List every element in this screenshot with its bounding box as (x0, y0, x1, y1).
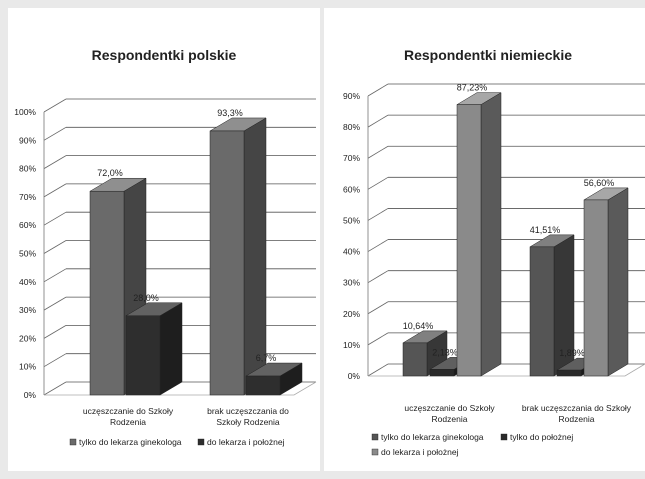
y-tick-label: 50% (19, 249, 36, 259)
y-tick-label: 10% (343, 340, 360, 350)
y-tick-label: 30% (343, 278, 360, 288)
chart-panel-polish: Respondentki polskie 0% 10% 20% 30% 40% 50% 60%… (8, 8, 320, 471)
x-category-label: uczęszczanie do Szkoły (83, 406, 174, 416)
grid-line-side (43, 325, 67, 339)
grid-line-side (43, 240, 67, 254)
bar (529, 246, 555, 377)
y-tick-label: 30% (19, 305, 36, 315)
grid-line-side (43, 353, 67, 368)
legend-label: do lekarza i położnej (381, 447, 459, 457)
legend-label: tylko do lekarza ginekologa (79, 437, 182, 447)
y-tick-label: 60% (19, 220, 36, 230)
grid-line-side (43, 126, 67, 141)
x-category-label: brak uczęszczania do (207, 406, 289, 416)
y-tick-label: 40% (19, 277, 36, 287)
data-label: 2,13% (432, 347, 458, 357)
data-label: 6,7% (256, 353, 277, 363)
x-category-label: Rodzenia (559, 414, 595, 424)
grid-line-side (43, 183, 67, 198)
chart-title: Respondentki niemieckie (404, 47, 572, 63)
x-category-label: uczęszczanie do Szkoły (404, 403, 495, 413)
grid-line-side (367, 270, 389, 284)
grid-line-side (367, 208, 389, 221)
legend-swatch (371, 433, 379, 441)
chart-title: Respondentki polskie (92, 47, 237, 63)
grid-line-side (367, 363, 389, 377)
chart-german: Respondentki niemieckie 0% 10% 20% 30% 40% 50%… (343, 47, 645, 457)
y-tick-label: 70% (343, 153, 360, 163)
grid-line-side (43, 296, 67, 311)
data-label: 87,23% (457, 83, 488, 93)
grid-line-side (43, 211, 67, 226)
y-tick-label: 40% (343, 247, 360, 257)
y-tick-label: 20% (343, 309, 360, 319)
legend-swatch (197, 438, 205, 446)
grid-line-side (367, 239, 389, 252)
y-tick-label: 90% (343, 91, 360, 101)
bar (125, 315, 161, 396)
legend-label: tylko do lekarza ginekologa (381, 432, 484, 442)
bar (456, 104, 482, 377)
y-tick-label: 90% (19, 135, 36, 145)
grid-line-side (43, 268, 67, 283)
data-label: 1,89% (559, 348, 585, 358)
y-tick-label: 50% (343, 215, 360, 225)
legend-label: tylko do położnej (510, 432, 573, 442)
data-label: 56,60% (584, 178, 615, 188)
grid-line-side (367, 176, 389, 190)
chart-panel-german: Respondentki niemieckie 0% 10% 20% 30% 40% 50%… (324, 8, 645, 471)
data-label: 41,51% (530, 225, 561, 235)
legend-swatch (69, 438, 77, 446)
legend-label: do lekarza i położnej (207, 437, 285, 447)
bar (429, 369, 455, 377)
bar-side (607, 187, 629, 377)
y-tick-label: 80% (343, 122, 360, 132)
data-label: 72,0% (97, 168, 123, 178)
data-label: 10,64% (403, 321, 434, 331)
grid-line-side (43, 98, 67, 113)
y-tick-label: 0% (348, 371, 361, 381)
data-label: 28,0% (133, 293, 159, 303)
chart-polish: Respondentki polskie 0% 10% 20% 30% 40% 50% 60%… (14, 47, 317, 447)
x-category-label: Szkoły Rodzenia (216, 417, 280, 427)
y-tick-label: 10% (19, 362, 36, 372)
data-label: 93,3% (217, 108, 243, 118)
y-tick-label: 60% (343, 184, 360, 194)
grid-line-side (43, 381, 67, 396)
y-tick-label: 80% (19, 164, 36, 174)
bar (583, 199, 609, 377)
grid-line-side (367, 332, 389, 346)
bar (209, 130, 245, 396)
x-category-label: Rodzenia (110, 417, 146, 427)
bar (556, 369, 582, 377)
bar (89, 190, 125, 396)
y-tick-label: 0% (24, 390, 37, 400)
x-category-label: brak uczęszczania do Szkoły (522, 403, 632, 413)
y-tick-label: 100% (14, 107, 36, 117)
bar (402, 342, 428, 377)
grid-line-side (367, 114, 389, 128)
grid-line-side (367, 145, 389, 159)
x-category-label: Rodzenia (432, 414, 468, 424)
bar-side (159, 302, 183, 396)
bar (245, 375, 281, 396)
grid-line-side (43, 155, 67, 169)
legend-swatch (371, 448, 379, 456)
y-tick-label: 20% (19, 333, 36, 343)
grid-line-side (367, 301, 389, 315)
bar-side (480, 92, 502, 377)
grid-line-side (367, 83, 389, 97)
y-tick-label: 70% (19, 192, 36, 202)
legend-swatch (500, 433, 508, 441)
